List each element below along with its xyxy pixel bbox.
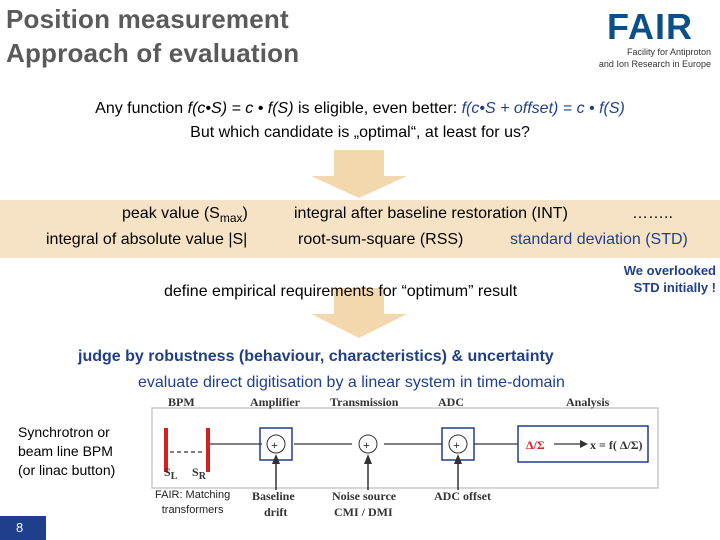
label-analysis: Analysis (566, 395, 610, 409)
analysis-arrowhead (580, 440, 588, 448)
label-transmission: Transmission (330, 395, 399, 409)
label-adc: ADC (438, 395, 464, 409)
label-sl: SL (164, 465, 178, 482)
adc-sum-node (448, 434, 468, 454)
options-band (0, 200, 720, 258)
option-peak-close: ) (242, 205, 248, 222)
fair-logo-word: FAIR (607, 6, 694, 47)
intro-line2: But which candidate is „optimal“, at lea… (190, 124, 530, 141)
option-peak-subscript: max (219, 211, 243, 226)
option-peak-text: peak value (S (122, 205, 220, 222)
synchrotron-line1: Synchrotron or (18, 424, 110, 440)
synchrotron-line3: (or linac button) (18, 462, 116, 478)
fair-matching-line2: transformers (161, 504, 224, 516)
transmission-plus: + (363, 438, 370, 452)
option-rss: root-sum-square (RSS) (298, 231, 464, 248)
option-ellipsis: …….. (632, 205, 673, 222)
fair-matching-caption: FAIR: Matching transformers (155, 488, 230, 518)
bpm-electrode-left (164, 428, 168, 472)
option-integral-baseline: integral after baseline restoration (INT… (294, 205, 568, 222)
analysis-formula: x = f( Δ/Σ) (590, 438, 643, 452)
amplifier-plus: + (271, 438, 278, 452)
slide-title-line2: Approach of evaluation (6, 38, 300, 68)
overlooked-note-line2: STD initially ! (633, 280, 716, 295)
amplifier-sum-node (266, 434, 286, 454)
fair-logo-subtitle: Facility for Antiproton and Ion Research… (599, 46, 711, 70)
adc-offset-arrowhead (454, 454, 462, 464)
option-std: standard deviation (STD) (510, 231, 688, 248)
overlooked-note-line1: We overlooked (623, 263, 716, 278)
fair-logo-subtitle-line1: Facility for Antiproton (626, 47, 711, 57)
intro-line1-formula-1: f(c•S) = c • f(S) (187, 100, 294, 117)
label-sr: SR (192, 465, 207, 482)
intro-line1-text-b: is eligible, even better: (293, 100, 462, 117)
option-integral-abs: integral of absolute value |S| (46, 231, 248, 248)
intro-line1-text-a: Any function (95, 100, 188, 117)
requirements-text: define empirical requirements for “optim… (164, 283, 518, 300)
synchrotron-line2: beam line BPM (18, 443, 113, 459)
transmission-sum-node (358, 434, 378, 454)
intro-line1: Any function f(c•S) = c • f(S) is eligib… (0, 100, 720, 118)
option-peak-value: peak value (Smax) (122, 205, 248, 225)
down-arrow-2 (311, 288, 407, 338)
caption-noise-line1: Noise source (332, 489, 397, 503)
diagram-frame (151, 407, 659, 489)
label-amplifier: Amplifier (250, 395, 301, 409)
analysis-delta-sigma: Δ/Σ (526, 438, 545, 452)
page-number: 8 (0, 516, 46, 540)
down-arrow-1 (311, 150, 407, 198)
signal-chain-diagram: BPM Amplifier Transmission ADC Analysis … (151, 395, 659, 519)
bpm-electrode-right (206, 428, 210, 472)
caption-noise-line2: CMI / DMI (334, 505, 393, 519)
caption-adc-offset: ADC offset (434, 489, 491, 503)
fair-logo-subtitle-line2: and Ion Research in Europe (598, 59, 711, 69)
baseline-arrowhead (272, 454, 280, 464)
analysis-box (517, 425, 649, 463)
fair-matching-line1: FAIR: Matching (155, 489, 231, 501)
overlooked-note: We overlooked STD initially ! (606, 262, 716, 296)
adc-plus: + (453, 438, 460, 452)
synchrotron-text: Synchrotron or beam line BPM (or linac b… (18, 423, 115, 480)
judge-text: judge by robustness (behaviour, characte… (78, 348, 554, 365)
noise-arrowhead (364, 454, 372, 464)
caption-baseline-line1: Baseline (252, 489, 295, 503)
intro-line1-formula-2: f(c•S + offset) = c • f(S) (461, 100, 625, 117)
label-bpm: BPM (168, 395, 195, 409)
evaluate-text: evaluate direct digitisation by a linear… (138, 374, 565, 391)
caption-baseline-line2: drift (264, 505, 287, 519)
slide-title-line1: Position measurement (6, 4, 289, 34)
fair-logo: FAIR Facility for Antiproton and Ion Res… (585, 6, 715, 72)
